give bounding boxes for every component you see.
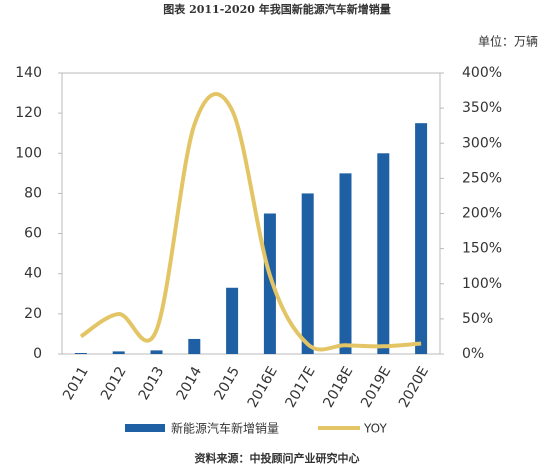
y2-tick-label: 150% xyxy=(462,241,502,257)
x-tick-label: 2013 xyxy=(136,364,168,403)
bar xyxy=(339,173,352,354)
x-tick-label: 2018E xyxy=(320,364,356,411)
x-tick-label: 2017E xyxy=(283,364,319,411)
y-tick-label: 20 xyxy=(24,306,42,322)
bar xyxy=(150,350,163,354)
bar xyxy=(74,352,87,354)
y-tick-label: 120 xyxy=(15,105,42,121)
bar xyxy=(377,153,390,354)
x-tick-label: 2012 xyxy=(98,364,130,403)
bar xyxy=(415,123,428,354)
bar xyxy=(112,351,125,354)
y2-tick-label: 300% xyxy=(462,135,502,151)
y-tick-label: 140 xyxy=(15,65,42,81)
source: 资料来源：中投顾问产业研究中心 xyxy=(195,451,360,465)
y2-tick-label: 350% xyxy=(462,100,502,116)
y2-tick-label: 100% xyxy=(462,276,502,292)
y-tick-label: 40 xyxy=(24,266,42,282)
x-tick-label: 2014 xyxy=(174,364,206,403)
y2-tick-label: 200% xyxy=(462,206,502,222)
y2-tick-label: 250% xyxy=(462,170,502,186)
y2-tick-label: 400% xyxy=(462,65,502,81)
y-tick-label: 100 xyxy=(15,145,42,161)
bar xyxy=(263,213,276,354)
chart-title: 图表 2011-2020 年我国新能源汽车新增销量 xyxy=(163,2,390,16)
x-tick-label: 2015 xyxy=(211,364,243,403)
bar xyxy=(188,338,201,354)
x-tick-label: 2020E xyxy=(396,364,432,411)
y-tick-label: 80 xyxy=(24,185,42,201)
bar xyxy=(226,287,239,354)
bar xyxy=(301,193,314,354)
legend-label: 新能源汽车新增销量 xyxy=(171,421,279,436)
x-tick-label: 2016E xyxy=(245,364,281,411)
unit-label: 单位：万辆 xyxy=(478,34,538,49)
y2-tick-label: 0% xyxy=(462,346,484,362)
legend-swatch xyxy=(125,424,165,432)
x-tick-label: 2011 xyxy=(60,364,92,403)
y2-tick-label: 50% xyxy=(462,311,493,327)
y-tick-label: 0 xyxy=(33,346,42,362)
x-tick-label: 2019E xyxy=(358,364,394,411)
legend-label: YOY xyxy=(363,422,387,436)
y-tick-label: 60 xyxy=(24,226,42,242)
line xyxy=(79,92,422,352)
